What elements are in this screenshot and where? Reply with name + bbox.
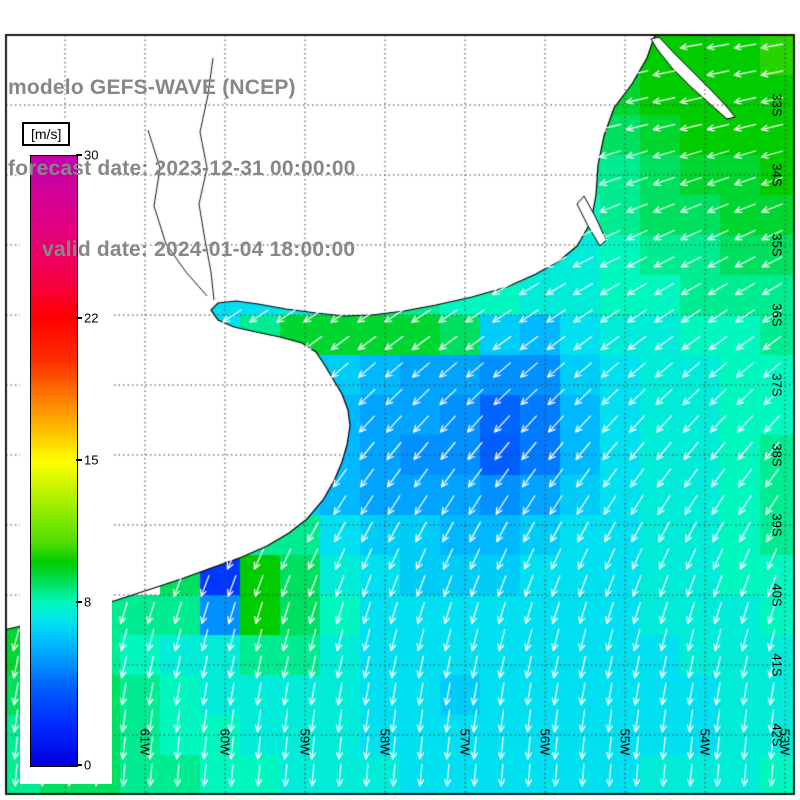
lon-axis-label: 55W xyxy=(617,728,633,756)
title-forecast-date: forecast date: 2023-12-31 00:00:00 xyxy=(8,157,356,180)
lat-axis-label: 35S xyxy=(769,233,785,257)
colorbar-tick-label: 22 xyxy=(84,310,99,326)
lat-axis-label: 39S xyxy=(769,513,785,537)
lat-axis-label: 34S xyxy=(769,163,785,187)
lon-axis-label: 61W xyxy=(137,728,153,756)
colorbar-unit-label: [m/s] xyxy=(22,122,71,146)
title-block: modelo GEFS-WAVE (NCEP) forecast date: 2… xyxy=(8,20,356,317)
lat-axis-label: 41S xyxy=(769,653,785,677)
lon-axis-label: 56W xyxy=(537,728,553,756)
colorbar-tick-label: 30 xyxy=(84,147,99,163)
colorbar-tick-label: 8 xyxy=(84,594,92,610)
lat-axis-label: 36S xyxy=(769,303,785,327)
colorbar-tick-label: 0 xyxy=(84,757,92,773)
colorbar-tick-mark xyxy=(76,154,82,156)
lat-axis-label: 42S xyxy=(769,723,785,747)
colorbar-tick-mark xyxy=(76,601,82,604)
title-model-line: modelo GEFS-WAVE (NCEP) xyxy=(8,76,296,99)
colorbar-gradient xyxy=(30,155,78,767)
lat-axis-label: 38S xyxy=(769,443,785,467)
colorbar-tick-mark xyxy=(76,316,82,319)
title-valid-date: valid date: 2024-01-04 18:00:00 xyxy=(42,238,356,261)
lon-axis-label: 54W xyxy=(697,728,713,756)
lon-axis-label: 59W xyxy=(297,728,313,756)
colorbar-tick-mark xyxy=(76,764,82,766)
lon-axis-label: 58W xyxy=(377,728,393,756)
lat-axis-label: 40S xyxy=(769,583,785,607)
lon-axis-label: 60W xyxy=(217,728,233,756)
colorbar-tick-mark xyxy=(76,459,82,461)
lon-axis-label: 57W xyxy=(457,728,473,756)
lat-axis-label: 37S xyxy=(769,373,785,397)
lat-axis-label: 33S xyxy=(769,93,785,117)
colorbar-tick-label: 15 xyxy=(84,452,99,468)
colorbar: [m/s] 30 22 15 8 0 xyxy=(20,118,112,784)
